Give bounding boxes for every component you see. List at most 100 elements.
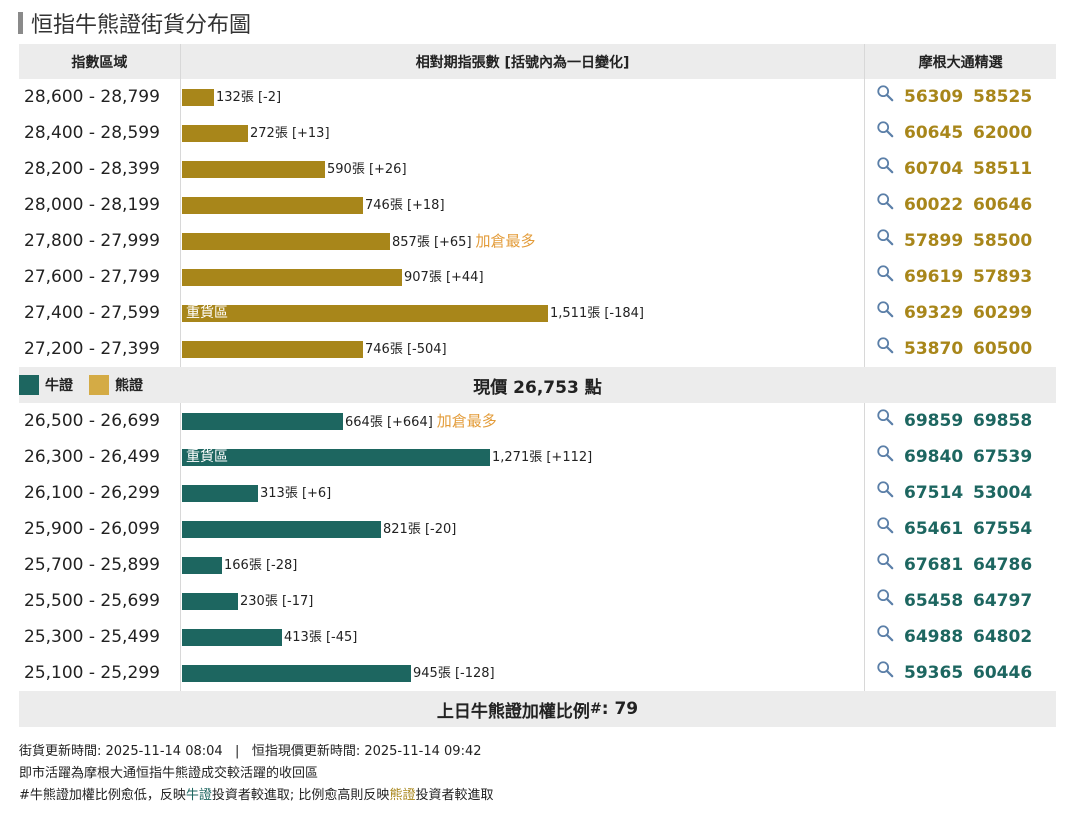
ratio-note-part-a: #牛熊證加權比例愈低，反映 bbox=[19, 788, 186, 803]
warrant-code-link[interactable]: 67554 bbox=[973, 519, 1033, 539]
jpm-picks-cell: 67681 64786 bbox=[865, 547, 1056, 583]
bar-value-label: 945張 [-128] bbox=[413, 666, 495, 681]
bear-bar bbox=[182, 341, 363, 358]
warrant-code-link[interactable]: 67514 bbox=[904, 483, 964, 503]
current-price: 現價 26,753 點 bbox=[473, 377, 602, 398]
magnifier-icon[interactable] bbox=[876, 480, 894, 498]
bar-cell: 945張 [-128] bbox=[180, 655, 865, 691]
bull-bar bbox=[182, 665, 411, 682]
bear-bar bbox=[182, 89, 214, 106]
bar-cell: 313張 [+6] bbox=[180, 475, 865, 511]
header-index-range: 指數區域 bbox=[71, 54, 128, 71]
magnifier-icon[interactable] bbox=[876, 516, 894, 534]
magnifier-icon[interactable] bbox=[876, 84, 894, 102]
warrant-code-link[interactable]: 60646 bbox=[973, 195, 1033, 215]
magnifier-icon[interactable] bbox=[876, 300, 894, 318]
magnifier-icon[interactable] bbox=[876, 408, 894, 426]
warrant-code-link[interactable]: 69859 bbox=[904, 411, 964, 431]
bar-cell: 746張 [+18] bbox=[180, 187, 865, 223]
warrant-code-link[interactable]: 67681 bbox=[904, 555, 964, 575]
magnifier-icon[interactable] bbox=[876, 624, 894, 642]
magnifier-icon[interactable] bbox=[876, 660, 894, 678]
warrant-code-link[interactable]: 69329 bbox=[904, 303, 964, 323]
bear-row: 27,800 - 27,999 857張 [+65] 加倉最多 57899 58500 bbox=[19, 223, 1056, 259]
bar-value-label: 230張 [-17] bbox=[240, 594, 314, 609]
warrant-code-link[interactable]: 60022 bbox=[904, 195, 964, 215]
magnifier-icon[interactable] bbox=[876, 120, 894, 138]
warrant-code-link[interactable]: 60500 bbox=[973, 339, 1033, 359]
header-contract-count: 相對期指張數 [括號內為一日變化] bbox=[179, 44, 866, 79]
magnifier-icon[interactable] bbox=[876, 264, 894, 282]
magnifier-icon[interactable] bbox=[876, 192, 894, 210]
bar-value-label: 746張 [-504] bbox=[365, 342, 447, 357]
warrant-code-link[interactable]: 60446 bbox=[973, 663, 1033, 683]
bull-bar: 重貨區 bbox=[182, 449, 490, 466]
warrant-code-link[interactable]: 64802 bbox=[973, 627, 1033, 647]
warrant-code-link[interactable]: 60645 bbox=[904, 123, 964, 143]
warrant-code-link[interactable]: 69840 bbox=[904, 447, 964, 467]
table-header: 指數區域 相對期指張數 [括號內為一日變化] 摩根大通精選 bbox=[19, 44, 1056, 79]
bar-value-label: 821張 [-20] bbox=[383, 522, 457, 537]
title-block: 恒指牛熊證街貨分布圖 bbox=[18, 8, 251, 38]
jpm-picks-cell: 69859 69858 bbox=[865, 403, 1056, 439]
warrant-code-link[interactable]: 69619 bbox=[904, 267, 964, 287]
jpm-picks-cell: 56309 58525 bbox=[865, 79, 1056, 115]
warrant-code-link[interactable]: 58500 bbox=[973, 231, 1033, 251]
warrant-code-link[interactable]: 56309 bbox=[904, 87, 964, 107]
legend: 牛證 熊證 bbox=[19, 367, 143, 403]
magnifier-icon[interactable] bbox=[876, 228, 894, 246]
distribution-table: 指數區域 相對期指張數 [括號內為一日變化] 摩根大通精選 28,600 - 2… bbox=[19, 44, 1056, 727]
warrant-code-link[interactable]: 58511 bbox=[973, 159, 1033, 179]
bear-row: 27,400 - 27,599 重貨區 1,511張 [-184] 69329 6029… bbox=[19, 295, 1056, 331]
bull-bar bbox=[182, 593, 238, 610]
warrant-code-link[interactable]: 53004 bbox=[973, 483, 1033, 503]
warrant-code-link[interactable]: 57893 bbox=[973, 267, 1033, 287]
legend-bear-swatch bbox=[89, 375, 109, 395]
warrant-code-link[interactable]: 62000 bbox=[973, 123, 1033, 143]
bar-value-label: 907張 [+44] bbox=[404, 270, 484, 285]
bar-cell: 272張 [+13] bbox=[180, 115, 865, 151]
index-range-label: 25,300 - 25,499 bbox=[24, 627, 160, 647]
warrant-code-link[interactable]: 58525 bbox=[973, 87, 1033, 107]
bear-bar bbox=[182, 233, 390, 250]
warrant-code-link[interactable]: 64797 bbox=[973, 591, 1033, 611]
magnifier-icon[interactable] bbox=[876, 444, 894, 462]
bull-row: 26,100 - 26,299 313張 [+6] 67514 53004 bbox=[19, 475, 1056, 511]
warrant-code-link[interactable]: 64988 bbox=[904, 627, 964, 647]
magnifier-icon[interactable] bbox=[876, 588, 894, 606]
warrant-code-link[interactable]: 60704 bbox=[904, 159, 964, 179]
warrant-code-link[interactable]: 60299 bbox=[973, 303, 1033, 323]
index-range-label: 25,900 - 26,099 bbox=[24, 519, 160, 539]
legend-bull-label: 牛證 bbox=[45, 378, 73, 394]
warrant-code-link[interactable]: 69858 bbox=[973, 411, 1033, 431]
magnifier-icon[interactable] bbox=[876, 336, 894, 354]
jpm-picks-cell: 65458 64797 bbox=[865, 583, 1056, 619]
warrant-code-link[interactable]: 65461 bbox=[904, 519, 964, 539]
bar-cell: 746張 [-504] bbox=[180, 331, 865, 367]
index-range-label: 27,400 - 27,599 bbox=[24, 303, 160, 323]
jpm-picks-cell: 60645 62000 bbox=[865, 115, 1056, 151]
warrant-code-link[interactable]: 53870 bbox=[904, 339, 964, 359]
bull-bar bbox=[182, 413, 343, 430]
index-range-label: 27,200 - 27,399 bbox=[24, 339, 160, 359]
ratio-value: : 79 bbox=[601, 699, 639, 719]
warrant-code-link[interactable]: 67539 bbox=[973, 447, 1033, 467]
legend-bull-swatch bbox=[19, 375, 39, 395]
jpm-picks-cell: 53870 60500 bbox=[865, 331, 1056, 367]
magnifier-icon[interactable] bbox=[876, 552, 894, 570]
bar-value-label: 664張 [+664] 加倉最多 bbox=[345, 412, 497, 431]
ratio-label: 上日牛熊證加權比例 bbox=[436, 701, 590, 722]
jpm-picks-cell: 69619 57893 bbox=[865, 259, 1056, 295]
bar-value-label: 313張 [+6] bbox=[260, 486, 332, 501]
warrant-code-link[interactable]: 59365 bbox=[904, 663, 964, 683]
magnifier-icon[interactable] bbox=[876, 156, 894, 174]
bull-row: 25,700 - 25,899 166張 [-28] 67681 64786 bbox=[19, 547, 1056, 583]
warrant-code-link[interactable]: 65458 bbox=[904, 591, 964, 611]
warrant-code-link[interactable]: 64786 bbox=[973, 555, 1033, 575]
bear-bar bbox=[182, 197, 363, 214]
bull-row: 26,300 - 26,499 重貨區 1,271張 [+112] 69840 6753… bbox=[19, 439, 1056, 475]
bar-value-label: 132張 [-2] bbox=[216, 90, 282, 105]
warrant-code-link[interactable]: 57899 bbox=[904, 231, 964, 251]
bar-cell: 907張 [+44] bbox=[180, 259, 865, 295]
bar-cell: 重貨區 1,511張 [-184] bbox=[180, 295, 865, 331]
